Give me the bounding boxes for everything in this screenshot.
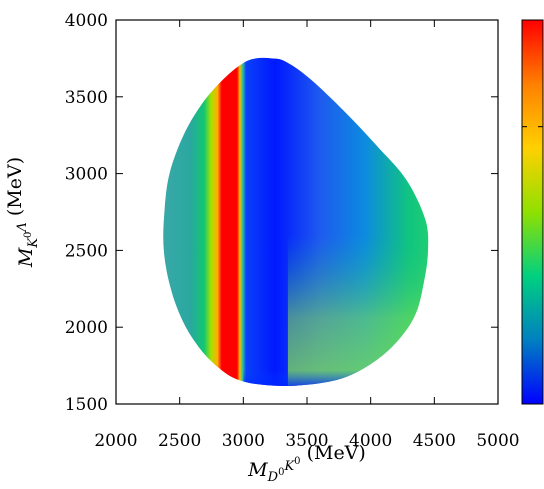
y-axis: 1500 2000 2500 3000 3500 4000 bbox=[65, 11, 498, 415]
y-tick-label: 4000 bbox=[65, 11, 108, 31]
x-tick-label: 2000 bbox=[94, 431, 137, 451]
x-axis-title: MD0K0 (MeV) bbox=[247, 442, 366, 485]
x-tick-label: 3500 bbox=[285, 431, 328, 451]
x-tick-label: 4000 bbox=[349, 431, 392, 451]
x-tick-label: 2500 bbox=[158, 431, 201, 451]
heatmap-region bbox=[163, 57, 429, 387]
y-tick-label: 1500 bbox=[65, 395, 108, 415]
x-tick-label: 3000 bbox=[222, 431, 265, 451]
y-tick-label: 3000 bbox=[65, 165, 108, 185]
y-axis-title: MK0Λ (MeV) bbox=[4, 157, 41, 268]
y-tick-label: 2000 bbox=[65, 318, 108, 338]
x-tick-label: 5000 bbox=[476, 431, 519, 451]
y-tick-label: 3500 bbox=[65, 88, 108, 108]
x-axis: 2000 2500 3000 3500 4000 4500 5000 bbox=[94, 20, 520, 451]
x-tick-label: 4500 bbox=[413, 431, 456, 451]
colorbar bbox=[521, 19, 544, 405]
y-tick-label: 2500 bbox=[65, 241, 108, 261]
